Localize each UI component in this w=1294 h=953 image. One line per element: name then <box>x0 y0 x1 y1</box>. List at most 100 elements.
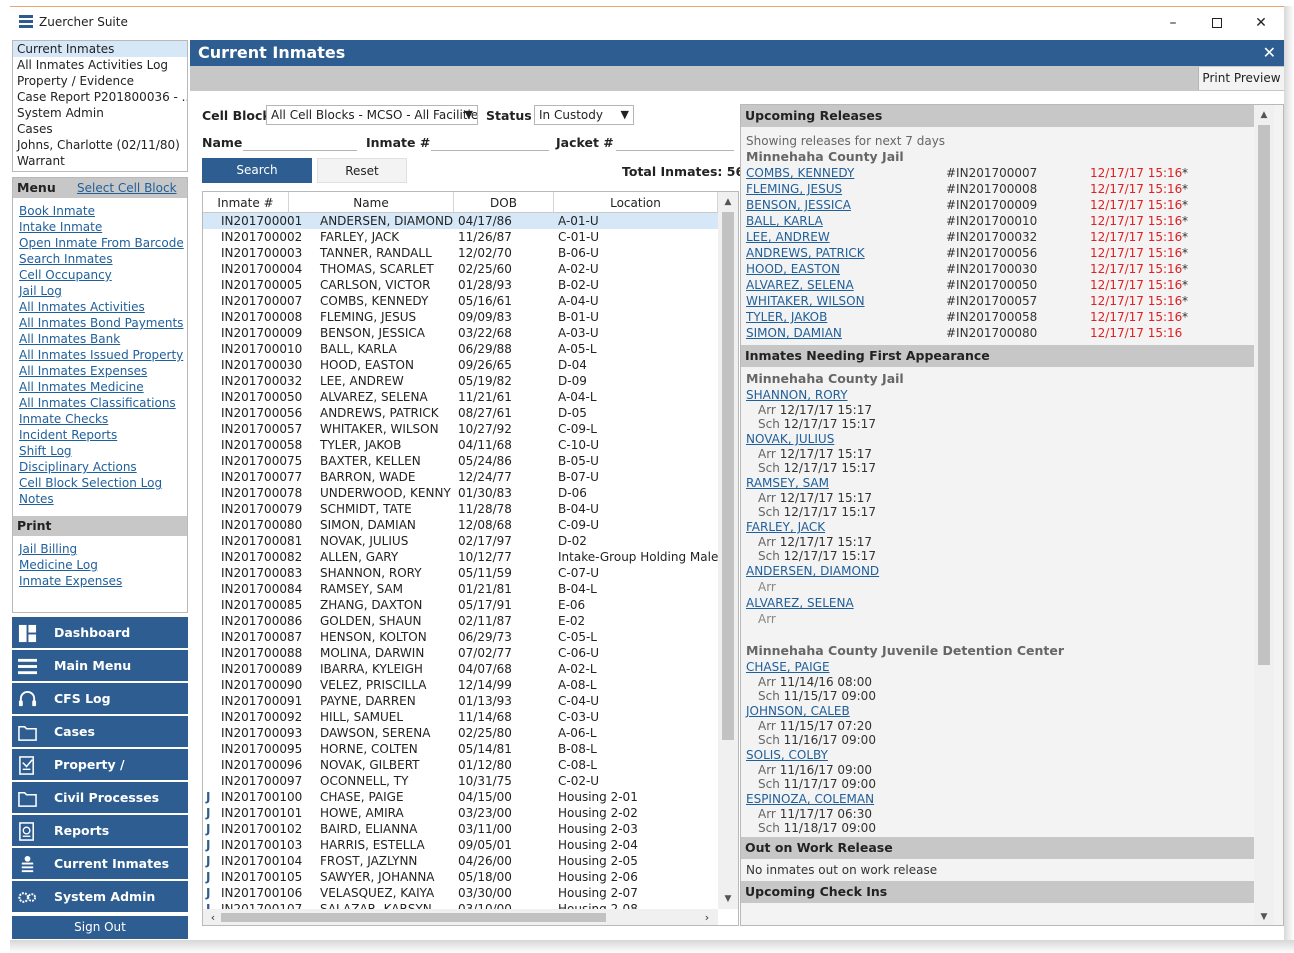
table-row[interactable]: IN201700057 WHITAKER, WILSON 10/27/92 C-09-… <box>203 421 718 437</box>
menu-link-all-inmates-medicine[interactable]: All Inmates Medicine <box>19 380 144 394</box>
table-row[interactable]: IN201700050 ALVAREZ, SELENA 11/21/61 A-04-L <box>203 389 718 405</box>
menu-link-all-inmates-expenses[interactable]: All Inmates Expenses <box>19 364 148 378</box>
release-inmate-link[interactable]: LEE, ANDREW <box>746 230 830 244</box>
recent-item[interactable]: Warrant <box>17 154 65 168</box>
scroll-right-icon[interactable]: › <box>704 911 710 924</box>
menu-link-shift-log[interactable]: Shift Log <box>19 444 72 458</box>
print-preview-button[interactable]: Print Preview <box>1198 67 1284 90</box>
print-link-jail-billing[interactable]: Jail Billing <box>19 542 78 556</box>
table-row[interactable]: IN201700093 DAWSON, SERENA 02/25/80 A-06-L <box>203 725 718 741</box>
table-row[interactable]: IN201700097 OCONNELL, TY 10/31/75 C-02-U <box>203 773 718 789</box>
table-row[interactable]: IN201700056 ANDREWS, PATRICK 08/27/61 D-05 <box>203 405 718 421</box>
table-row[interactable]: J IN201700100 CHASE, PAIGE 04/15/00 Housing … <box>203 789 718 805</box>
nav-button-cfs-log[interactable]: CFS Log <box>12 683 188 714</box>
table-row[interactable]: IN201700081 NOVAK, JULIUS 02/17/97 D-02 <box>203 533 718 549</box>
reset-button[interactable]: Reset <box>317 158 407 183</box>
first-appearance-inmate-link[interactable]: JOHNSON, CALEB <box>746 704 850 718</box>
menu-link-cell-occupancy[interactable]: Cell Occupancy <box>19 268 112 282</box>
release-inmate-link[interactable]: SIMON, DAMIAN <box>746 326 842 340</box>
menu-link-intake-inmate[interactable]: Intake Inmate <box>19 220 103 234</box>
table-row[interactable]: J IN201700102 BAIRD, ELIANNA 03/11/00 Housin… <box>203 821 718 837</box>
table-row[interactable]: IN201700084 RAMSEY, SAM 01/21/81 B-04-L <box>203 581 718 597</box>
table-row[interactable]: J IN201700106 VELASQUEZ, KAIYA 03/30/00 Hous… <box>203 885 718 901</box>
nav-button-main-menu[interactable]: Main Menu <box>12 650 188 681</box>
release-inmate-link[interactable]: HOOD, EASTON <box>746 262 840 276</box>
release-inmate-link[interactable]: TYLER, JAKOB <box>746 310 828 324</box>
panel-scroll-thumb[interactable] <box>1258 125 1270 665</box>
table-row[interactable]: IN201700007 COMBS, KENNEDY 05/16/61 A-04-U <box>203 293 718 309</box>
table-row[interactable]: IN201700001 ANDERSEN, DIAMOND 04/17/86 A-01… <box>203 213 718 229</box>
first-appearance-inmate-link[interactable]: SHANNON, RORY <box>746 388 848 402</box>
table-row[interactable]: IN201700002 FARLEY, JACK 11/26/87 C-01-U <box>203 229 718 245</box>
menu-link-disciplinary-actions[interactable]: Disciplinary Actions <box>19 460 137 474</box>
cell-block-select[interactable]: All Cell Blocks - MCSO - All Facilities … <box>266 105 478 125</box>
table-row[interactable]: IN201700091 PAYNE, DARREN 01/13/93 C-04-U <box>203 693 718 709</box>
scroll-down-icon[interactable]: ▼ <box>1260 912 1268 922</box>
table-row[interactable]: IN201700078 UNDERWOOD, KENNY 01/30/83 D-06 <box>203 485 718 501</box>
maximize-button[interactable] <box>1195 11 1239 35</box>
table-row[interactable]: IN201700079 SCHMIDT, TATE 11/28/78 B-04-U <box>203 501 718 517</box>
menu-link-all-inmates-bond-payments[interactable]: All Inmates Bond Payments <box>19 316 184 330</box>
print-link-inmate-expenses[interactable]: Inmate Expenses <box>19 574 123 588</box>
table-row[interactable]: IN201700095 HORNE, COLTEN 05/14/81 B-08-L <box>203 741 718 757</box>
menu-link-all-inmates-activities[interactable]: All Inmates Activities <box>19 300 145 314</box>
minimize-button[interactable]: – <box>1169 15 1177 31</box>
table-row[interactable]: J IN201700103 HARRIS, ESTELLA 09/05/01 Housi… <box>203 837 718 853</box>
recent-item[interactable]: Case Report P201800036 - ... <box>17 90 187 104</box>
table-row[interactable]: IN201700075 BAXTER, KELLEN 05/24/86 B-05-U <box>203 453 718 469</box>
nav-button-system-admin[interactable]: System Admin <box>12 881 188 912</box>
menu-link-all-inmates-bank[interactable]: All Inmates Bank <box>19 332 121 346</box>
close-window-button[interactable]: ✕ <box>1255 15 1267 31</box>
nav-button-reports[interactable]: Reports <box>12 815 188 846</box>
recent-item[interactable]: System Admin <box>17 106 104 120</box>
recent-item[interactable]: Cases <box>17 122 53 136</box>
select-cell-block-link[interactable]: Select Cell Block <box>77 181 177 195</box>
table-row[interactable]: IN201700092 HILL, SAMUEL 11/14/68 C-03-U <box>203 709 718 725</box>
menu-link-notes[interactable]: Notes <box>19 492 54 506</box>
scroll-up-icon[interactable]: ▲ <box>724 197 732 207</box>
release-inmate-link[interactable]: BENSON, JESSICA <box>746 198 851 212</box>
table-row[interactable]: IN201700089 IBARRA, KYLEIGH 04/07/68 A-02-L <box>203 661 718 677</box>
table-row[interactable]: IN201700096 NOVAK, GILBERT 01/12/80 C-08-L <box>203 757 718 773</box>
column-header-dob[interactable]: DOB <box>454 192 554 213</box>
release-inmate-link[interactable]: ALVAREZ, SELENA <box>746 278 854 292</box>
table-row[interactable]: J IN201700105 SAWYER, JOHANNA 05/18/00 Housi… <box>203 869 718 885</box>
table-row[interactable]: IN201700086 GOLDEN, SHAUN 02/11/87 E-02 <box>203 613 718 629</box>
recent-item[interactable]: All Inmates Activities Log <box>17 58 169 72</box>
panel-vertical-scrollbar[interactable]: ▲ ▼ <box>1254 105 1274 925</box>
table-row[interactable]: J IN201700104 FROST, JAZLYNN 04/26/00 Housin… <box>203 853 718 869</box>
menu-link-book-inmate[interactable]: Book Inmate <box>19 204 95 218</box>
nav-button-property-evidence[interactable]: Property / Evidence <box>12 749 188 803</box>
menu-link-all-inmates-issued-property[interactable]: All Inmates Issued Property <box>19 348 184 362</box>
table-row[interactable]: IN201700058 TYLER, JAKOB 04/11/68 C-10-U <box>203 437 718 453</box>
table-row[interactable]: IN201700005 CARLSON, VICTOR 01/28/93 B-02-U <box>203 277 718 293</box>
first-appearance-inmate-link[interactable]: CHASE, PAIGE <box>746 660 830 674</box>
table-row[interactable]: IN201700077 BARRON, WADE 12/24/77 B-07-U <box>203 469 718 485</box>
release-inmate-link[interactable]: FLEMING, JESUS <box>746 182 843 196</box>
menu-link-inmate-checks[interactable]: Inmate Checks <box>19 412 109 426</box>
menu-link-cell-block-selection-log[interactable]: Cell Block Selection Log <box>19 476 163 490</box>
recent-item[interactable]: Property / Evidence <box>17 74 135 88</box>
first-appearance-inmate-link[interactable]: RAMSEY, SAM <box>746 476 829 490</box>
inmate-number-input[interactable] <box>431 131 549 151</box>
table-row[interactable]: J IN201700101 HOWE, AMIRA 03/23/00 Housing 2… <box>203 805 718 821</box>
column-header-location[interactable]: Location <box>554 192 718 213</box>
table-row[interactable]: IN201700082 ALLEN, GARY 10/12/77 Intake-Gro… <box>203 549 718 565</box>
first-appearance-inmate-link[interactable]: FARLEY, JACK <box>746 520 826 534</box>
first-appearance-inmate-link[interactable]: ANDERSEN, DIAMOND <box>746 564 880 578</box>
table-row[interactable]: IN201700088 MOLINA, DARWIN 07/02/77 C-06-U <box>203 645 718 661</box>
recent-item[interactable]: Current Inmates <box>13 41 187 57</box>
close-tab-icon[interactable]: ✕ <box>1262 43 1276 62</box>
table-row[interactable]: IN201700032 LEE, ANDREW 05/19/82 D-09 <box>203 373 718 389</box>
table-row[interactable]: IN201700090 VELEZ, PRISCILLA 12/14/99 A-08-… <box>203 677 718 693</box>
scroll-left-icon[interactable]: ‹ <box>210 911 216 924</box>
release-inmate-link[interactable]: BALL, KARLA <box>746 214 823 228</box>
nav-button-current-inmates[interactable]: Current Inmates <box>12 848 188 879</box>
status-select[interactable]: In Custody ▼ <box>534 105 634 125</box>
release-inmate-link[interactable]: WHITAKER, WILSON <box>746 294 865 308</box>
column-header-name[interactable]: Name <box>289 192 454 213</box>
table-row[interactable]: IN201700087 HENSON, KOLTON 06/29/73 C-05-L <box>203 629 718 645</box>
table-row[interactable]: IN201700083 SHANNON, RORY 05/11/59 C-07-U <box>203 565 718 581</box>
scroll-down-icon[interactable]: ▼ <box>724 894 732 904</box>
nav-button-cases[interactable]: Cases <box>12 716 188 747</box>
